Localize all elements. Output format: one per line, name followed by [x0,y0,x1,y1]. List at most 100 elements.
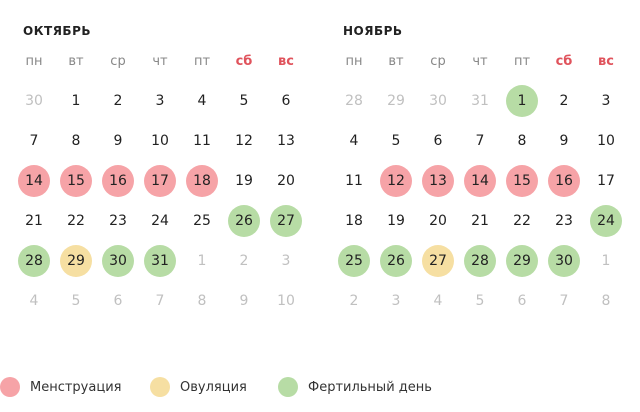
weekday-label: пн [345,54,363,69]
day-cell-menstruation[interactable]: 14 [464,165,496,197]
legend-label: Менструация [30,379,122,395]
day-cell-muted[interactable]: 30 [25,93,43,109]
day-cell-muted[interactable]: 2 [349,293,359,309]
menstruation-dot-icon [0,377,20,397]
day-cell-muted[interactable]: 4 [29,293,39,309]
day-cell[interactable]: 19 [235,173,253,189]
day-cell-menstruation[interactable]: 18 [186,165,218,197]
weekday-label: вт [68,54,84,69]
day-cell[interactable]: 13 [277,133,295,149]
day-cell[interactable]: 3 [155,93,165,109]
day-cell-muted[interactable]: 3 [281,253,291,269]
day-cell[interactable]: 23 [555,213,573,229]
fertile-dot-icon [278,377,298,397]
weekday-label: чт [152,54,168,69]
legend-label: Фертильный день [308,379,432,395]
day-cell[interactable]: 22 [67,213,85,229]
day-cell[interactable]: 7 [29,133,39,149]
day-cell-muted[interactable]: 31 [471,93,489,109]
legend-item-ovulation: Овуляция [150,377,247,397]
day-cell[interactable]: 23 [109,213,127,229]
weekday-label: ср [110,54,126,69]
day-cell[interactable]: 11 [193,133,211,149]
day-cell-fertile[interactable]: 28 [464,245,496,277]
day-cell[interactable]: 3 [601,93,611,109]
day-cell-muted[interactable]: 30 [429,93,447,109]
day-cell-fertile[interactable]: 26 [380,245,412,277]
day-cell-fertile[interactable]: 26 [228,205,260,237]
day-cell-muted[interactable]: 3 [391,293,401,309]
day-cell[interactable]: 5 [391,133,401,149]
day-cell-fertile[interactable]: 30 [548,245,580,277]
day-cell[interactable]: 5 [239,93,249,109]
day-cell[interactable]: 2 [559,93,569,109]
day-cell-fertile[interactable]: 1 [506,85,538,117]
day-cell[interactable]: 11 [345,173,363,189]
day-cell[interactable]: 21 [471,213,489,229]
day-cell-fertile[interactable]: 30 [102,245,134,277]
day-cell[interactable]: 8 [71,133,81,149]
day-cell-muted[interactable]: 5 [475,293,485,309]
day-cell[interactable]: 17 [597,173,615,189]
day-cell[interactable]: 9 [559,133,569,149]
day-cell-fertile[interactable]: 31 [144,245,176,277]
day-cell-muted[interactable]: 2 [239,253,249,269]
day-cell-fertile[interactable]: 28 [18,245,50,277]
day-cell-muted[interactable]: 7 [155,293,165,309]
month-title: ОКТЯБРЬ [23,24,92,38]
day-cell-ovulation[interactable]: 29 [60,245,92,277]
day-cell-muted[interactable]: 10 [277,293,295,309]
weekday-label: вс [598,54,614,69]
day-cell-menstruation[interactable]: 14 [18,165,50,197]
day-cell-muted[interactable]: 6 [517,293,527,309]
day-cell-muted[interactable]: 4 [433,293,443,309]
day-cell[interactable]: 7 [475,133,485,149]
day-cell-muted[interactable]: 8 [601,293,611,309]
day-cell-muted[interactable]: 1 [601,253,611,269]
day-cell-fertile[interactable]: 25 [338,245,370,277]
day-cell[interactable]: 12 [235,133,253,149]
day-cell[interactable]: 9 [113,133,123,149]
day-cell[interactable]: 6 [281,93,291,109]
day-cell-menstruation[interactable]: 16 [102,165,134,197]
day-cell-muted[interactable]: 28 [345,93,363,109]
day-cell-fertile[interactable]: 29 [506,245,538,277]
day-cell-menstruation[interactable]: 12 [380,165,412,197]
day-cell[interactable]: 25 [193,213,211,229]
weekday-label: пн [25,54,43,69]
day-cell-muted[interactable]: 9 [239,293,249,309]
day-cell-muted[interactable]: 29 [387,93,405,109]
day-cell[interactable]: 22 [513,213,531,229]
day-cell-muted[interactable]: 8 [197,293,207,309]
day-cell[interactable]: 20 [277,173,295,189]
day-cell[interactable]: 2 [113,93,123,109]
day-cell-muted[interactable]: 1 [197,253,207,269]
day-cell[interactable]: 8 [517,133,527,149]
day-cell[interactable]: 4 [197,93,207,109]
day-cell-fertile[interactable]: 27 [270,205,302,237]
day-cell-menstruation[interactable]: 17 [144,165,176,197]
weekday-label: пт [513,54,531,69]
day-cell-menstruation[interactable]: 15 [60,165,92,197]
ovulation-dot-icon [150,377,170,397]
weekday-label: пт [193,54,211,69]
day-cell[interactable]: 6 [433,133,443,149]
day-cell[interactable]: 18 [345,213,363,229]
day-cell[interactable]: 21 [25,213,43,229]
day-cell[interactable]: 4 [349,133,359,149]
day-cell[interactable]: 19 [387,213,405,229]
legend-item-fertile: Фертильный день [278,377,432,397]
day-cell-menstruation[interactable]: 16 [548,165,580,197]
day-cell[interactable]: 24 [151,213,169,229]
day-cell-fertile[interactable]: 24 [590,205,622,237]
day-cell[interactable]: 10 [151,133,169,149]
day-cell-menstruation[interactable]: 15 [506,165,538,197]
day-cell[interactable]: 10 [597,133,615,149]
day-cell-muted[interactable]: 6 [113,293,123,309]
day-cell-muted[interactable]: 7 [559,293,569,309]
day-cell-menstruation[interactable]: 13 [422,165,454,197]
day-cell-ovulation[interactable]: 27 [422,245,454,277]
day-cell-muted[interactable]: 5 [71,293,81,309]
day-cell[interactable]: 1 [71,93,81,109]
day-cell[interactable]: 20 [429,213,447,229]
